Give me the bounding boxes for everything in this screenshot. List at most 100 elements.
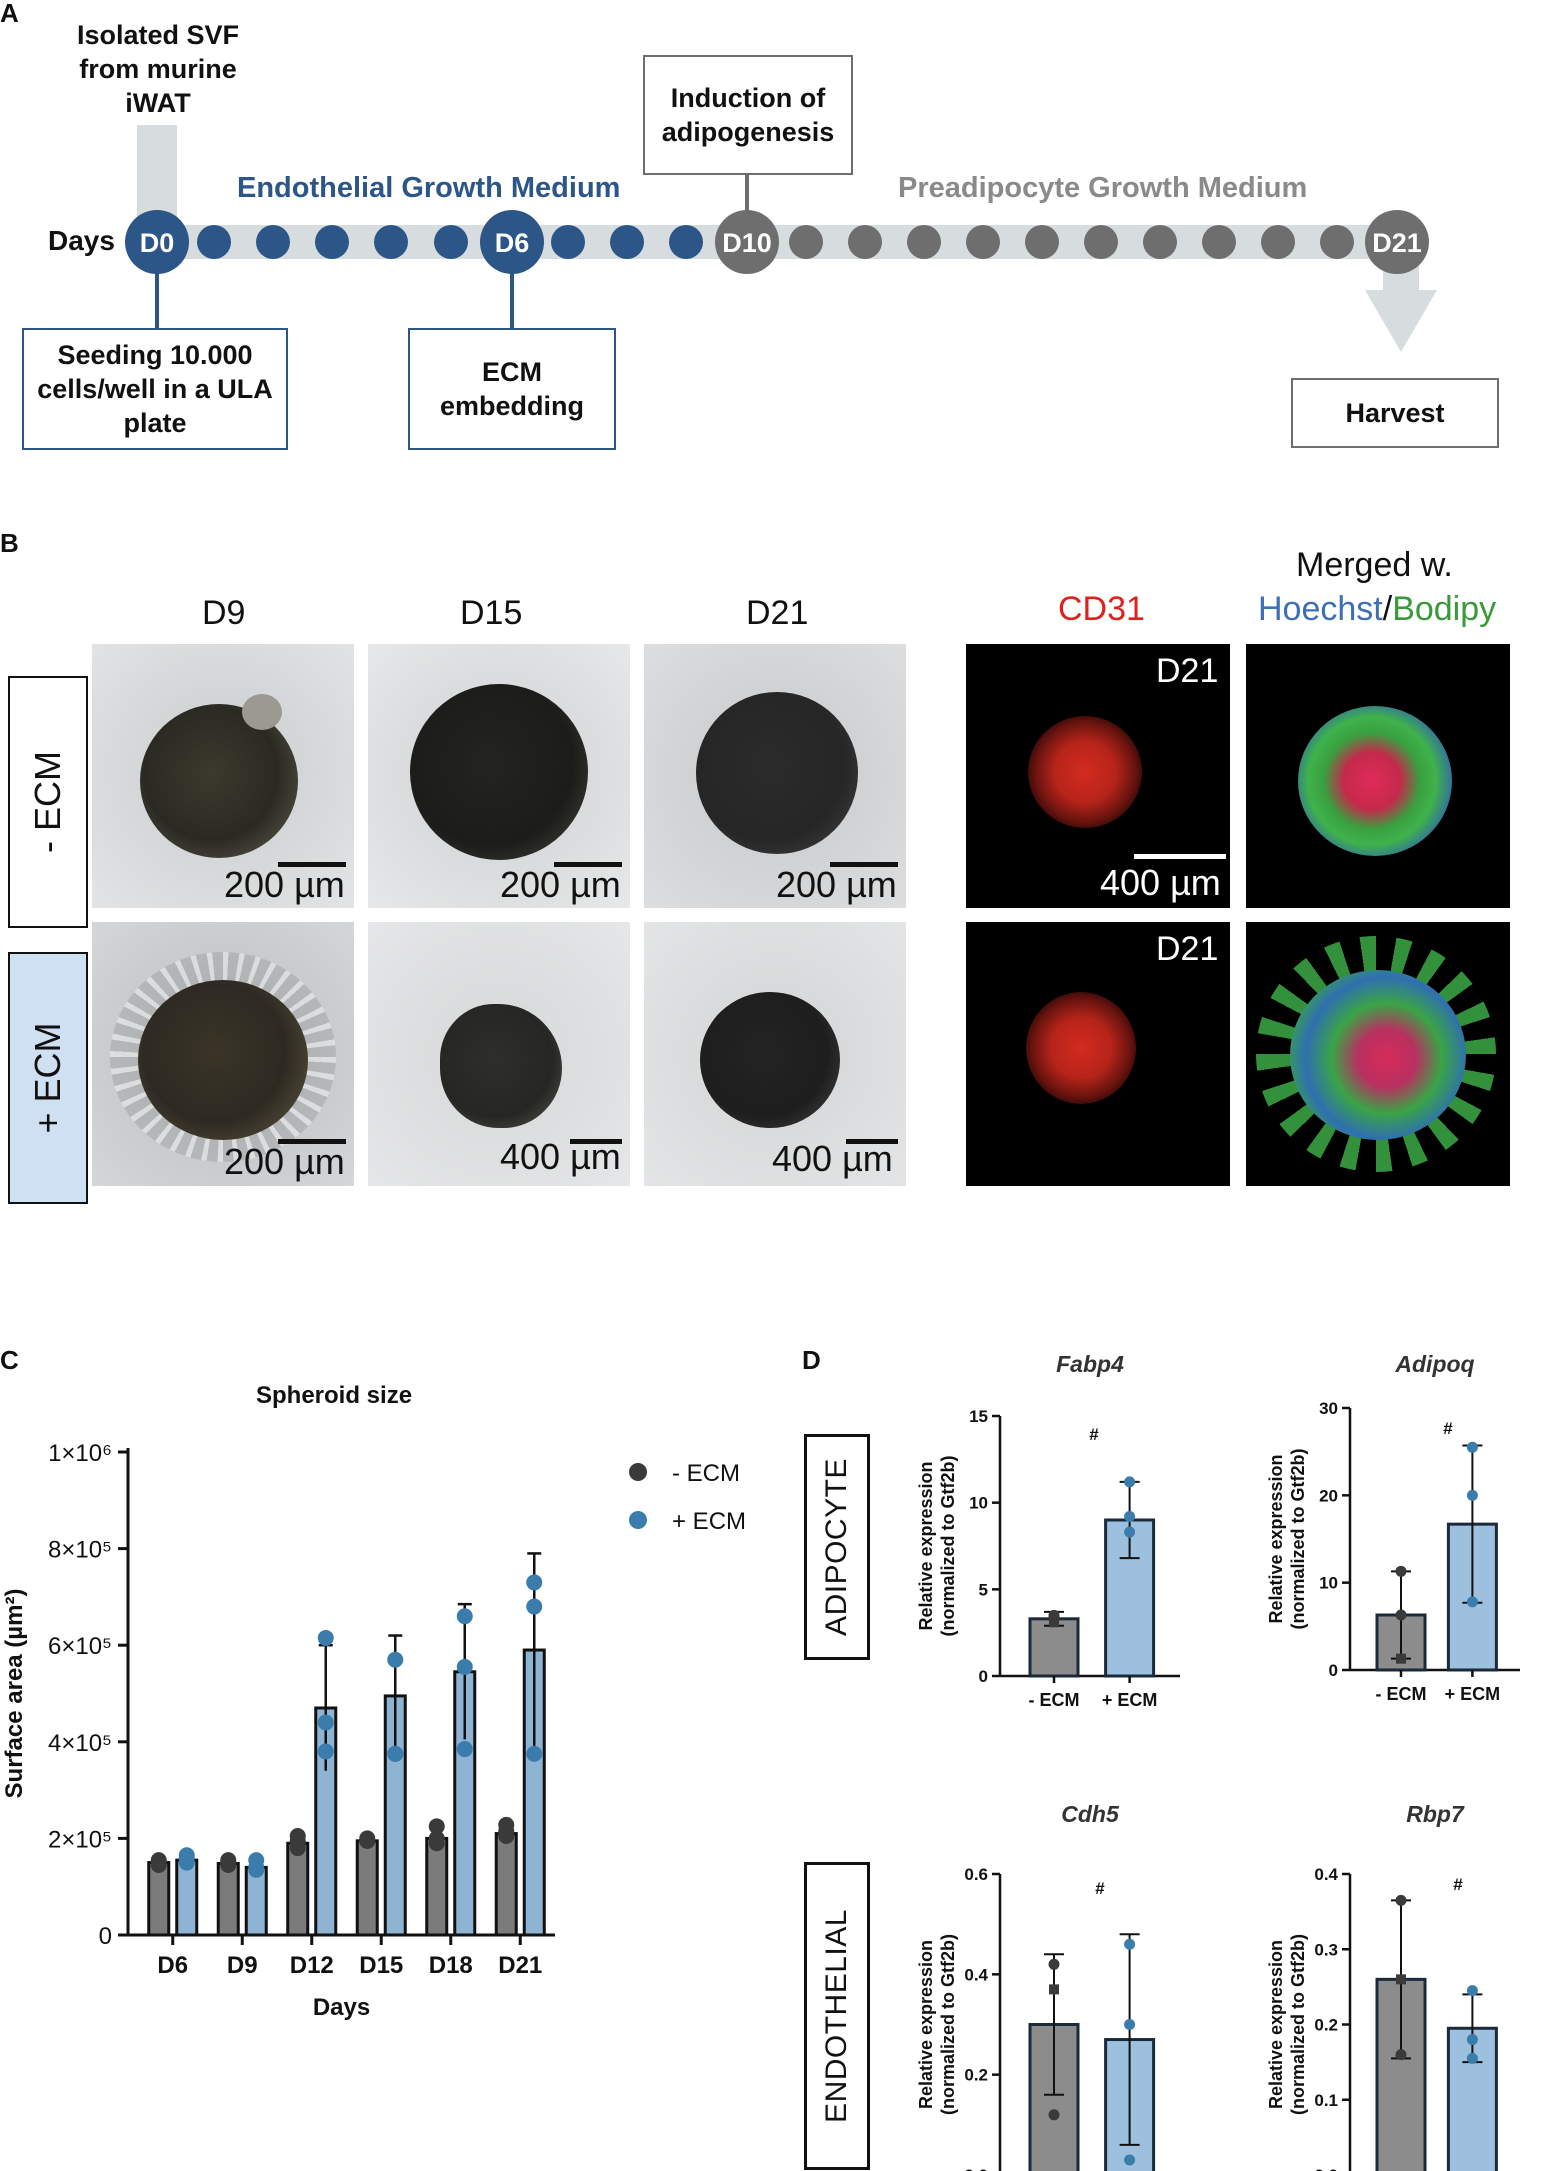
data-point bbox=[178, 1854, 195, 1871]
scale-bar bbox=[570, 1139, 622, 1144]
data-point bbox=[456, 1658, 473, 1675]
bar bbox=[216, 1862, 240, 1937]
chart-title: Cdh5 bbox=[1061, 1801, 1120, 1827]
row-label-plus-ecm: + ECM bbox=[27, 1022, 68, 1134]
spheroid-title: Spheroid size bbox=[256, 1382, 413, 1409]
data-point bbox=[1396, 1974, 1406, 1985]
bar bbox=[147, 1861, 171, 1937]
y-tick-label: 15 bbox=[969, 1407, 988, 1426]
timeline-dot bbox=[1202, 225, 1236, 259]
data-point bbox=[387, 1745, 404, 1762]
scale-bar bbox=[278, 1139, 346, 1144]
data-point bbox=[1048, 1958, 1060, 1970]
timeline-dot bbox=[1320, 225, 1354, 259]
y-tick-label: 0 bbox=[99, 1923, 112, 1950]
x-tick-label: - ECM bbox=[1029, 1690, 1080, 1710]
scale-label: 400 µm bbox=[500, 1136, 621, 1177]
ecm-embedding-box: ECM embedding bbox=[408, 328, 616, 450]
svf-box: Isolated SVF from murine iWAT bbox=[76, 20, 240, 118]
day-header-d15: D15 bbox=[460, 594, 523, 632]
scale-bar bbox=[554, 862, 622, 867]
spheroid-chart: 0 2×10⁵ 4×10⁵ 6×10⁵ 8×10⁵ 1×10⁶ Surface area (… bbox=[1, 1440, 746, 2020]
cd31-minus-ecm bbox=[966, 644, 1230, 908]
timeline-dot bbox=[669, 225, 703, 259]
induction-box: Induction of adipogenesis bbox=[643, 55, 853, 175]
y-axis-label-line: (normalized to Gtf2b) bbox=[1288, 1934, 1308, 2115]
merged-stains-header: Hoechst/Bodipy bbox=[1258, 590, 1496, 629]
bar bbox=[494, 1832, 518, 1937]
data-point bbox=[1395, 1565, 1407, 1577]
y-axis-label-line: (normalized to Gtf2b) bbox=[938, 1934, 958, 2115]
timeline-dot bbox=[907, 225, 941, 259]
data-point bbox=[526, 1574, 543, 1591]
significance-mark: # bbox=[1453, 1875, 1463, 1894]
data-point bbox=[1466, 1441, 1478, 1453]
data-point bbox=[317, 1743, 334, 1760]
bar bbox=[355, 1839, 379, 1937]
y-tick-label: 10 bbox=[1319, 1574, 1338, 1593]
chart-title: Adipoq bbox=[1394, 1351, 1474, 1377]
data-point bbox=[150, 1856, 167, 1873]
data-point bbox=[1395, 2049, 1407, 2061]
data-point bbox=[220, 1856, 237, 1873]
data-point bbox=[1396, 1653, 1406, 1664]
x-tick-label: D18 bbox=[429, 1952, 473, 1979]
data-point bbox=[1395, 1609, 1407, 1621]
data-point bbox=[1466, 2052, 1478, 2064]
fluor-day-label: D21 bbox=[1156, 930, 1219, 968]
significance-mark: # bbox=[1095, 1879, 1105, 1898]
y-tick-label: 4×10⁵ bbox=[48, 1730, 112, 1757]
y-axis-label-line: Relative expression bbox=[1266, 1454, 1286, 1623]
pgm-label: Preadipocyte Growth Medium bbox=[898, 172, 1308, 204]
scale-label: 400 µm bbox=[772, 1138, 893, 1179]
y-axis-label: Relative expression (normalized to Gtf2b) bbox=[1266, 1449, 1308, 1630]
milestone-label: D21 bbox=[1372, 228, 1422, 258]
brightfield-minus-d9 bbox=[92, 644, 354, 908]
rbp7-chart: Rbp7 0.0 0.1 0.2 0.3 0.4 Relative expression(n… bbox=[1266, 1801, 1498, 2171]
panel-d-letter: D bbox=[802, 1345, 821, 1375]
data-point bbox=[1466, 1596, 1478, 1608]
timeline-dot bbox=[1143, 225, 1177, 259]
y-axis-label-line: Relative expression bbox=[1266, 1940, 1286, 2109]
endothelial-row-box: ENDOTHELIAL bbox=[804, 1862, 870, 2170]
y-tick-label: 0.4 bbox=[1314, 1865, 1338, 1884]
y-tick-label: 5 bbox=[979, 1580, 988, 1599]
data-point bbox=[359, 1832, 376, 1849]
legend-label: + ECM bbox=[672, 1508, 746, 1535]
y-axis-label-line: Relative expression bbox=[916, 1461, 936, 1630]
scale-label: 200 µm bbox=[776, 864, 897, 905]
x-tick-label: D12 bbox=[290, 1952, 334, 1979]
merged-plus-ecm bbox=[1246, 922, 1510, 1186]
data-point bbox=[387, 1651, 404, 1668]
slash-label: / bbox=[1382, 590, 1393, 628]
harvest-box: Harvest bbox=[1291, 378, 1499, 448]
scale-label: 200 µm bbox=[224, 864, 345, 905]
significance-mark: # bbox=[1089, 1425, 1099, 1444]
data-point bbox=[1124, 1526, 1136, 1538]
days-label: Days bbox=[48, 225, 115, 256]
adipocyte-row-label: ADIPOCYTE bbox=[820, 1458, 853, 1636]
cd31-plus-ecm bbox=[966, 922, 1230, 1186]
y-axis-label-line: Relative expression bbox=[916, 1940, 936, 2109]
y-tick-label: 2×10⁵ bbox=[48, 1826, 112, 1853]
hoechst-label: Hoechst bbox=[1258, 590, 1383, 628]
adipoq-chart: Adipoq 0 10 20 30 Relative expression (normali… bbox=[1266, 1351, 1520, 1704]
y-tick-label: 20 bbox=[1319, 1486, 1338, 1505]
milestone-dot bbox=[125, 210, 189, 274]
fluor-scale-bar bbox=[1134, 854, 1226, 859]
scale-bar bbox=[830, 862, 898, 867]
data-point bbox=[428, 1818, 445, 1835]
y-tick-label: 10 bbox=[969, 1494, 988, 1513]
y-tick-label: 8×10⁵ bbox=[48, 1537, 112, 1564]
y-tick-label: 0.0 bbox=[1314, 2166, 1338, 2171]
data-point bbox=[1124, 1476, 1136, 1488]
data-point bbox=[498, 1827, 515, 1844]
fluor-scale-label: 400 µm bbox=[1100, 862, 1221, 903]
milestone-dot bbox=[1365, 210, 1429, 274]
milestone-dot bbox=[715, 210, 779, 274]
x-tick-label: D15 bbox=[359, 1952, 403, 1979]
legend-marker bbox=[629, 1511, 647, 1529]
timeline-dot bbox=[197, 225, 231, 259]
y-tick-label: 0.2 bbox=[964, 2066, 988, 2085]
scale-label: 200 µm bbox=[224, 1141, 345, 1182]
